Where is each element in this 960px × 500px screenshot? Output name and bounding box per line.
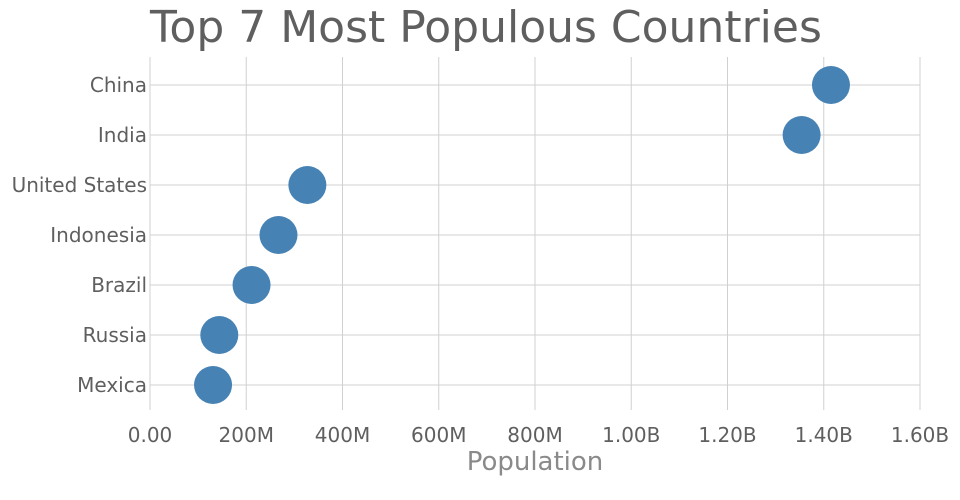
- data-point: [288, 166, 327, 204]
- y-tick-label: United States: [12, 173, 147, 197]
- y-tick-label: Indonesia: [50, 223, 147, 247]
- y-tick-label: Russia: [83, 323, 147, 347]
- data-point: [194, 366, 233, 404]
- y-tick-label: China: [90, 73, 147, 97]
- grid: [149, 57, 921, 410]
- y-tick-label: Brazil: [91, 273, 147, 297]
- data-point: [232, 266, 271, 304]
- x-axis-tick-labels: 0.00 200M 400M 600M 800M 1.00B 1.20B 1.40B 1.60B: [128, 423, 949, 447]
- y-axis-tick-labels: China India United States Indonesia Brazil Ru…: [12, 73, 147, 397]
- x-tick-label: 400M: [315, 423, 370, 447]
- data-point: [811, 66, 850, 104]
- x-tick-label: 0.00: [128, 423, 173, 447]
- y-tick-label: India: [98, 123, 147, 147]
- x-tick-label: 1.40B: [795, 423, 853, 447]
- x-tick-label: 800M: [507, 423, 562, 447]
- data-point: [782, 116, 821, 154]
- x-axis-title: Population: [467, 447, 604, 477]
- x-tick-label: 1.20B: [698, 423, 756, 447]
- chart-title: Top 7 Most Populous Countries: [149, 2, 822, 53]
- x-tick-label: 600M: [411, 423, 466, 447]
- data-point: [200, 316, 239, 354]
- x-tick-label: 1.00B: [602, 423, 660, 447]
- data-points: [194, 66, 850, 404]
- data-point: [259, 216, 298, 254]
- y-tick-label: Mexica: [77, 373, 147, 397]
- x-tick-label: 200M: [219, 423, 274, 447]
- x-tick-label: 1.60B: [891, 423, 949, 447]
